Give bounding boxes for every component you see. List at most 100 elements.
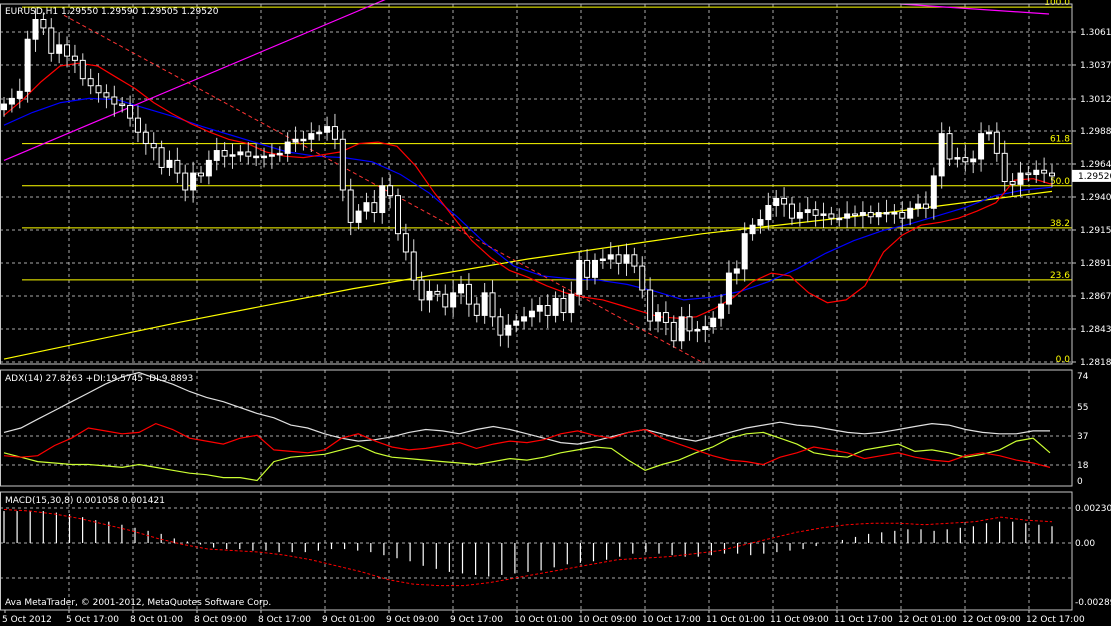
time-tick-label: 11 Oct 09:00 (770, 615, 829, 625)
candle-body (213, 150, 220, 161)
adx-tick-label: 74 (1077, 372, 1089, 382)
price-tick-label: 1.30125 (1080, 95, 1111, 105)
candle-body (8, 97, 15, 105)
candle-body (197, 172, 204, 177)
candle-body (127, 104, 134, 119)
current-price-box (1072, 169, 1111, 182)
adx-indicator (3, 371, 1051, 482)
price-tick-label: 1.29640 (1080, 160, 1111, 170)
candle-body (426, 290, 433, 301)
price-axis[interactable]: 1.30610 1.30370 1.30125 1.29885 1.29640 1.294… (1072, 28, 1111, 608)
adx-tick-label: 55 (1077, 403, 1088, 413)
candle-body (528, 310, 535, 318)
candle-body (623, 254, 630, 264)
time-tick-label: 12 Oct 17:00 (1026, 615, 1085, 625)
candle-body (859, 212, 866, 216)
price-tick-label: 1.28915 (1080, 259, 1111, 269)
adx-series-di (3, 422, 1051, 468)
candle-body (261, 155, 268, 159)
candle-body (836, 217, 843, 221)
price-tick-label: 1.28185 (1080, 358, 1111, 368)
time-tick-label: 10 Oct 01:00 (514, 615, 573, 625)
candle-body (804, 209, 811, 214)
price-tick-label: 1.30610 (1080, 28, 1111, 38)
candle-body (907, 207, 914, 219)
candle-body (418, 279, 425, 301)
candle-body (662, 312, 669, 323)
candlesticks (1, 8, 1055, 350)
candle-body (938, 133, 945, 177)
candle-body (103, 92, 110, 98)
candle-body (544, 305, 551, 316)
candle-body (670, 321, 677, 342)
candle-body (725, 272, 732, 305)
fibo-level-label: 38.2 (1050, 219, 1070, 229)
candle-body (355, 210, 362, 223)
time-tick-label: 9 Oct 17:00 (450, 615, 503, 625)
candle-body (473, 303, 480, 316)
adx-series-di (3, 431, 1051, 482)
candle-body (733, 268, 740, 274)
candle-body (647, 289, 654, 322)
candle-body (150, 142, 157, 149)
candle-body (899, 212, 906, 219)
candle-body (867, 212, 874, 218)
candle-body (284, 141, 291, 154)
main-title: EURUSD,H1 1.29550 1.29590 1.29505 1.2952… (5, 7, 219, 17)
time-tick-label: 11 Oct 01:00 (706, 615, 765, 625)
candle-body (40, 18, 47, 29)
candle-body (710, 317, 717, 328)
panel-frame (0, 491, 1073, 611)
candle-body (922, 203, 929, 209)
candle-body (79, 59, 86, 80)
candle-body (276, 152, 283, 156)
candle-body (229, 154, 236, 157)
candle-body (599, 258, 606, 262)
price-tick-label: 1.30370 (1080, 61, 1111, 71)
time-axis[interactable]: 5 Oct 2012 5 Oct 17:00 8 Oct 01:00 8 Oct 09… (2, 610, 1085, 625)
candle-body (639, 265, 646, 291)
candle-body (946, 133, 953, 160)
macd-tick-label: -0.00289 (1075, 598, 1111, 608)
time-tick-label: 12 Oct 01:00 (898, 615, 957, 625)
candle-body (434, 290, 441, 295)
candle-body (119, 103, 126, 107)
ma-mid-line (3, 97, 1053, 301)
candle-body (56, 44, 63, 54)
macd-title: MACD(15,30,8) 0.001058 0.001421 (5, 496, 165, 506)
fibo-level-label: 50.0 (1050, 177, 1070, 187)
trend-ma-line (899, 3, 1050, 15)
price-tick-label: 1.29400 (1080, 193, 1111, 203)
price-tick-label: 1.28670 (1080, 292, 1111, 302)
candle-body (591, 259, 598, 278)
candle-body (852, 213, 859, 216)
candle-body (993, 131, 1000, 154)
price-tick-label: 1.29885 (1080, 127, 1111, 137)
candle-body (536, 305, 543, 312)
candle-body (796, 212, 803, 219)
ma-fast-line (3, 62, 1053, 319)
candle-body (985, 131, 992, 135)
panel-frame (0, 3, 1073, 365)
candle-body (513, 320, 520, 326)
candle-body (773, 197, 780, 206)
candle-body (158, 147, 165, 168)
candle-body (568, 293, 575, 314)
candle-body (292, 138, 299, 143)
macd-signal-line (3, 509, 1053, 587)
candle-body (166, 159, 173, 168)
candle-body (339, 138, 346, 191)
candle-body (497, 316, 504, 336)
candle-body (134, 117, 141, 133)
grid (0, 4, 1072, 610)
candle-body (410, 251, 417, 281)
candle-body (1001, 152, 1008, 183)
candle-body (631, 254, 638, 267)
candle-body (24, 38, 31, 92)
candle-body (678, 316, 685, 342)
candle-body (371, 202, 378, 214)
candle-body (450, 292, 457, 308)
candle-body (930, 175, 937, 209)
panel-frame (0, 369, 1073, 487)
